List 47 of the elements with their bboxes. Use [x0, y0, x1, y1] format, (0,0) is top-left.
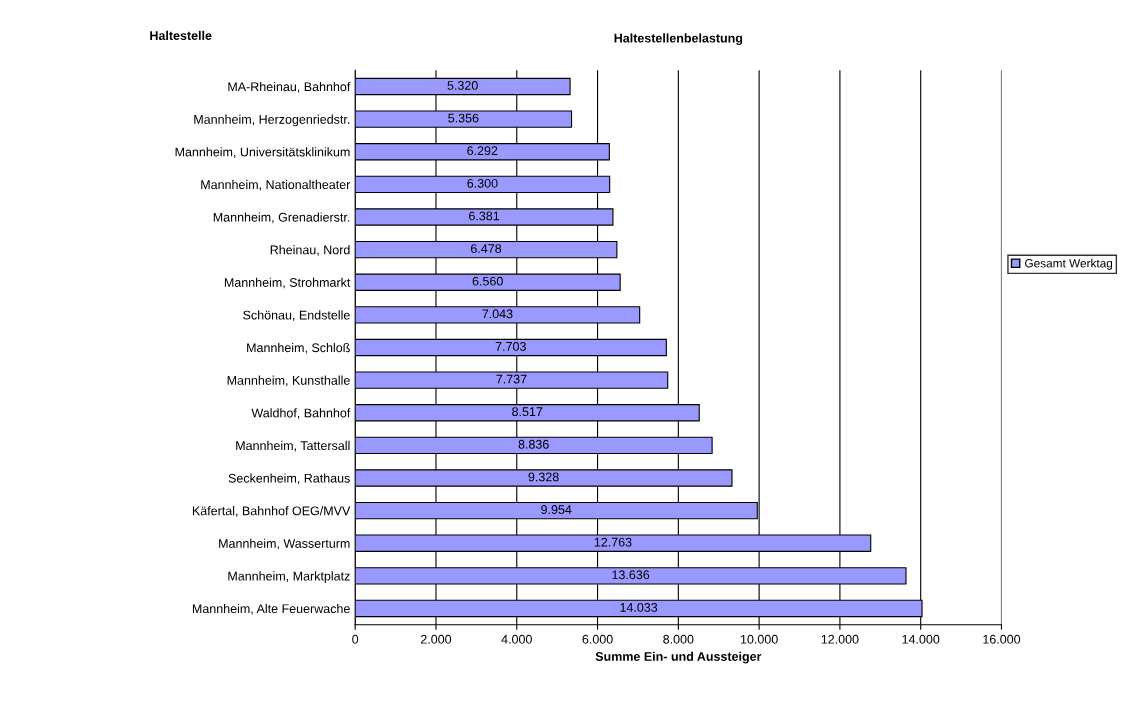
data-label: 6.560 — [472, 276, 503, 286]
data-label: 8.836 — [518, 439, 549, 449]
data-label: 6.292 — [467, 146, 498, 156]
data-label: 9.954 — [541, 505, 572, 514]
data-label: 6.381 — [469, 211, 500, 221]
y-tick-label: Mannheim, Tattersall — [236, 440, 350, 452]
chart-title: Haltestellenbelastung — [614, 33, 743, 46]
x-tick-label: 14.000 — [902, 634, 940, 644]
y-tick-label: Mannheim, Kunsthalle — [227, 375, 350, 387]
data-label: 5.320 — [447, 81, 478, 90]
y-tick-label: Mannheim, Schloß — [247, 342, 350, 354]
y-tick-label: Mannheim, Marktplatz — [228, 571, 350, 583]
y-tick-label: Mannheim, Herzogenriedstr. — [194, 114, 350, 127]
data-label: 13.636 — [612, 570, 650, 580]
x-tick-label: 6.000 — [582, 634, 613, 644]
x-tick-label: 2.000 — [420, 634, 452, 644]
y-tick-label: Mannheim, Grenadierstr. — [213, 212, 350, 224]
x-axis-title: Summe Ein- und Aussteiger — [595, 651, 762, 664]
legend-label: Gesamt Werktag — [1025, 258, 1113, 270]
y-tick-label: Schönau, Endstelle — [243, 310, 350, 321]
data-label: 12.763 — [594, 537, 632, 547]
y-tick-label: Waldhof, Bahnhof — [251, 408, 351, 419]
y-tick-label: MA-Rheinau, Bahnhof — [228, 81, 351, 93]
data-label: 14.033 — [620, 602, 658, 612]
x-tick-label: 4.000 — [501, 634, 532, 644]
y-tick-label: Käfertal, Bahnhof OEG/MVV — [192, 506, 351, 517]
y-tick-label: Mannheim, Wasserturm — [219, 538, 350, 550]
data-label: 7.043 — [482, 309, 513, 319]
data-label: 7.737 — [496, 374, 527, 384]
y-tick-label: Mannheim, Universitätsklinikum — [175, 147, 350, 158]
x-tick-label: 8.000 — [663, 634, 694, 644]
data-label: 6.478 — [471, 244, 502, 253]
data-label: 7.703 — [495, 341, 526, 351]
data-label: 6.300 — [467, 178, 498, 188]
y-tick-label: Rheinau, Nord — [270, 245, 350, 256]
y-tick-label: Mannheim, Strohmarkt — [224, 277, 351, 289]
y-tick-label: Mannheim, Nationaltheater — [201, 179, 351, 191]
x-tick-label: 16.000 — [983, 634, 1021, 644]
x-tick-label: 10.000 — [740, 634, 778, 644]
x-tick-label: 0 — [352, 634, 359, 644]
data-label: 8.517 — [512, 407, 543, 417]
y-tick-label: Mannheim, Alte Feuerwache — [192, 603, 350, 615]
data-label: 9.328 — [528, 472, 559, 482]
y-tick-label: Seckenheim, Rathaus — [228, 473, 350, 485]
data-label: 5.356 — [448, 113, 479, 123]
y-axis-title: Haltestelle — [150, 30, 212, 40]
x-tick-label: 12.000 — [821, 634, 859, 644]
